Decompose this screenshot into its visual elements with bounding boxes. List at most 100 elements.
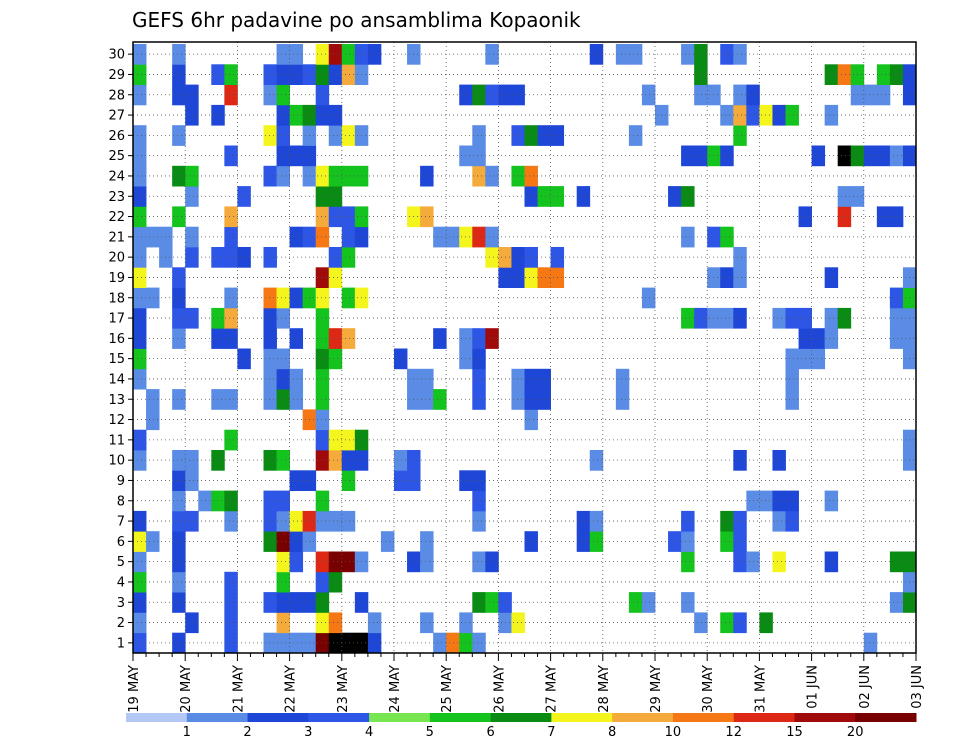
heatmap-cell bbox=[237, 247, 251, 268]
heatmap-cell bbox=[889, 551, 904, 573]
x-tick-label: 01 JUN bbox=[806, 665, 821, 709]
heatmap-cell bbox=[328, 551, 343, 573]
legend-label: 1 bbox=[183, 725, 191, 740]
heatmap-cell bbox=[133, 247, 147, 268]
heatmap-cell bbox=[720, 307, 734, 329]
heatmap-cell bbox=[276, 145, 290, 167]
heatmap-cell bbox=[263, 348, 277, 370]
heatmap-cell bbox=[733, 510, 747, 532]
heatmap-cell bbox=[681, 44, 695, 65]
heatmap-cell bbox=[720, 145, 734, 167]
legend-swatch bbox=[672, 713, 735, 722]
heatmap-cell bbox=[733, 612, 747, 634]
heatmap-cell bbox=[694, 612, 708, 634]
heatmap-cell bbox=[485, 328, 499, 349]
heatmap-cell bbox=[263, 287, 277, 309]
heatmap-cell bbox=[211, 389, 225, 410]
heatmap-cell bbox=[276, 389, 290, 410]
heatmap-cell bbox=[172, 551, 186, 573]
heatmap-cell bbox=[315, 64, 330, 85]
x-tick-label: 23 MAY bbox=[336, 665, 351, 713]
legend-label: 10 bbox=[665, 725, 682, 740]
heatmap-cell bbox=[720, 267, 734, 288]
heatmap-cell bbox=[172, 206, 186, 228]
y-tick-label: 11 bbox=[108, 433, 125, 448]
y-tick-label: 9 bbox=[117, 474, 125, 489]
heatmap-cell bbox=[824, 64, 839, 85]
heatmap-cell bbox=[472, 165, 486, 187]
heatmap-cell bbox=[328, 632, 343, 654]
heatmap-cell bbox=[811, 328, 826, 349]
heatmap-cell bbox=[511, 368, 525, 390]
heatmap-cell bbox=[172, 84, 186, 106]
heatmap-cell bbox=[589, 450, 604, 471]
heatmap-cell bbox=[889, 145, 904, 167]
heatmap-cell bbox=[237, 186, 251, 207]
heatmap-cell bbox=[211, 450, 225, 471]
heatmap-cell bbox=[133, 348, 147, 370]
heatmap-cell bbox=[837, 64, 852, 85]
heatmap-cell bbox=[224, 206, 238, 228]
heatmap-cell bbox=[733, 84, 747, 106]
heatmap-cell bbox=[328, 429, 343, 451]
heatmap-cell bbox=[172, 470, 186, 491]
heatmap-cell bbox=[394, 450, 408, 471]
heatmap-cell bbox=[133, 368, 147, 390]
heatmap-cell bbox=[276, 104, 290, 126]
heatmap-cell bbox=[863, 145, 878, 167]
heatmap-cell bbox=[785, 490, 799, 512]
heatmap-cell bbox=[420, 368, 434, 390]
heatmap-cell bbox=[367, 44, 382, 65]
heatmap-cell bbox=[668, 531, 682, 552]
heatmap-cell bbox=[472, 125, 486, 146]
heatmap-cell bbox=[694, 64, 708, 85]
heatmap-cell bbox=[472, 84, 486, 106]
heatmap-cell bbox=[315, 165, 330, 187]
heatmap-cell bbox=[328, 104, 343, 126]
heatmap-cell bbox=[772, 450, 786, 471]
heatmap-cell bbox=[185, 612, 199, 634]
heatmap-cell bbox=[472, 470, 486, 491]
heatmap-cell bbox=[172, 267, 186, 288]
heatmap-cell bbox=[224, 510, 238, 532]
heatmap-cell bbox=[146, 287, 160, 309]
heatmap-cell bbox=[341, 125, 356, 146]
heatmap-cell bbox=[276, 307, 290, 329]
y-tick-label: 12 bbox=[108, 413, 125, 428]
heatmap-cell bbox=[133, 592, 147, 613]
heatmap-cell bbox=[341, 470, 356, 491]
heatmap-cell bbox=[472, 510, 486, 532]
heatmap-cell bbox=[537, 125, 551, 146]
heatmap-cell bbox=[824, 551, 839, 573]
heatmap-cell bbox=[172, 328, 186, 349]
heatmap-cell bbox=[133, 84, 147, 106]
x-tick-label: 19 MAY bbox=[127, 665, 142, 713]
heatmap-cell bbox=[524, 389, 538, 410]
heatmap-cell bbox=[681, 226, 695, 248]
heatmap-cell bbox=[511, 125, 525, 146]
heatmap-cell bbox=[276, 531, 290, 552]
heatmap-cell bbox=[328, 186, 343, 207]
heatmap-cell bbox=[146, 226, 160, 248]
heatmap-cell bbox=[172, 287, 186, 309]
heatmap-cell bbox=[785, 104, 799, 126]
y-tick-label: 17 bbox=[108, 312, 125, 327]
heatmap-cell bbox=[263, 125, 277, 146]
heatmap-cell bbox=[472, 328, 486, 349]
heatmap-cell bbox=[315, 612, 330, 634]
x-axis: 19 MAY 20 MAY 21 MAY 22 MAY 23 MAY 24 MAY 25 M… bbox=[127, 653, 925, 713]
heatmap-cell bbox=[224, 632, 238, 654]
legend-swatch bbox=[369, 713, 431, 722]
x-tick-label: 29 MAY bbox=[649, 665, 664, 713]
heatmap-cell bbox=[472, 389, 486, 410]
heatmap-cell bbox=[341, 206, 356, 228]
heatmap-cell bbox=[433, 226, 447, 248]
legend-label: 8 bbox=[608, 725, 616, 740]
heatmap-cell bbox=[524, 368, 538, 390]
heatmap-cell bbox=[276, 490, 290, 512]
heatmap-cell bbox=[641, 287, 656, 309]
heatmap-cell bbox=[328, 165, 343, 187]
y-tick-label: 6 bbox=[117, 535, 125, 550]
legend-swatch bbox=[490, 713, 552, 722]
y-tick-label: 29 bbox=[108, 68, 125, 83]
